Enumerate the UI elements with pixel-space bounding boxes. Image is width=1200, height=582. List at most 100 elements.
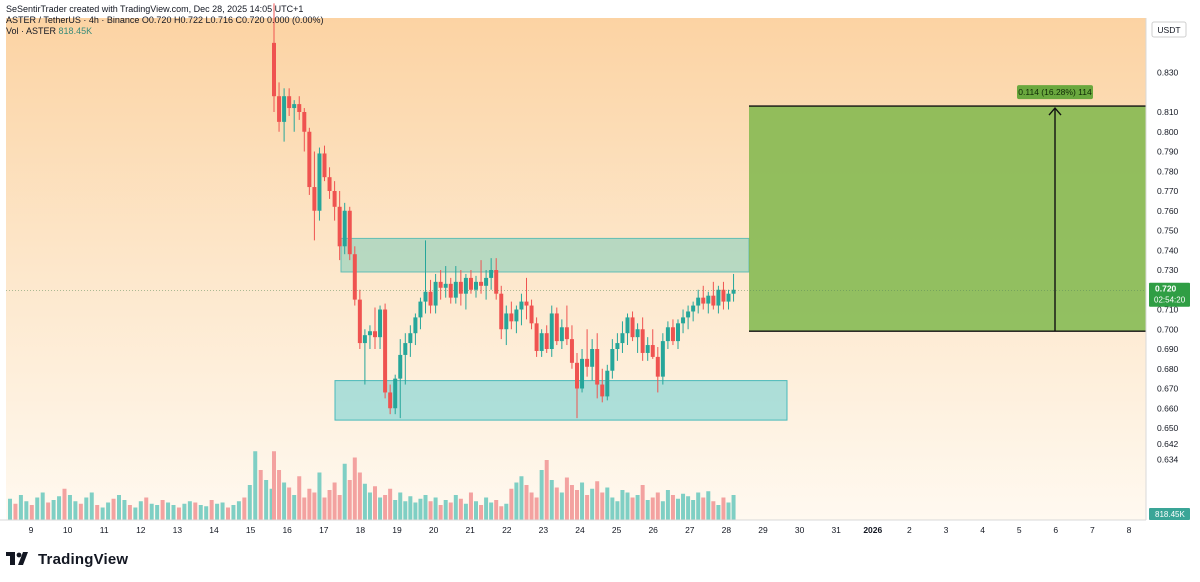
axis-layer: 0.830 0.810 0.800 0.790 0.780 0.770 0.760 0.750…	[0, 18, 1200, 542]
support-zone[interactable]	[334, 380, 788, 421]
candle	[474, 275, 478, 298]
volume-bar	[247, 485, 252, 520]
candle-body	[514, 309, 519, 322]
time-axis[interactable]	[0, 520, 1200, 542]
volume-bar	[144, 497, 149, 520]
volume-bar	[670, 495, 675, 520]
candle-body	[287, 96, 292, 109]
volume-bar	[585, 495, 590, 520]
volume-bar	[539, 470, 544, 520]
volume-bar	[625, 492, 630, 520]
volume-bar	[127, 505, 132, 520]
volume-bar	[357, 472, 362, 520]
candle	[367, 325, 372, 349]
candle	[277, 82, 282, 132]
volume-bar	[182, 503, 187, 520]
volume-bar	[362, 483, 367, 520]
volume-bar	[549, 480, 554, 520]
price-tick-label: 0.710	[1157, 305, 1179, 315]
time-tick-label: 26	[648, 525, 658, 535]
candle-body	[544, 333, 549, 349]
volume-bar	[686, 496, 691, 520]
volume-bar	[660, 501, 665, 520]
candle-body	[297, 104, 302, 112]
price-axis[interactable]	[1146, 18, 1200, 520]
volume-bar	[347, 480, 352, 520]
candle	[681, 309, 686, 334]
volume-bar	[62, 488, 67, 520]
candle-body	[282, 96, 287, 122]
price-tick-label: 0.810	[1157, 107, 1179, 117]
candle	[322, 145, 327, 182]
candle	[665, 321, 670, 349]
volume-bar	[564, 477, 569, 520]
candle	[413, 313, 418, 346]
volume-bar	[220, 502, 225, 520]
candle-body	[479, 281, 484, 286]
volume-bar	[327, 490, 332, 520]
volume-bar	[122, 500, 127, 520]
ohlc-values: O0.720 H0.722 L0.716 C0.720 0.000 (0.00%…	[141, 15, 324, 25]
volume-bar	[615, 501, 620, 520]
volume-bar	[117, 495, 121, 520]
currency-button[interactable]: USDT	[1151, 21, 1187, 38]
volume-bar	[209, 500, 214, 520]
volume-bar	[731, 495, 736, 520]
candle	[433, 273, 438, 314]
volume-bar	[398, 492, 403, 520]
candle-body	[494, 270, 499, 294]
candle-body	[423, 291, 428, 302]
volume-bar	[408, 496, 413, 520]
volume-bar	[236, 501, 241, 520]
candle	[701, 285, 706, 310]
volume-bar	[226, 507, 230, 520]
symbol-legend: ASTER / TetherUS · 4h · Binance O0.720 H…	[6, 15, 324, 26]
candle-body	[630, 317, 635, 338]
candle-body	[367, 331, 372, 336]
candle	[524, 277, 529, 320]
candle-body	[272, 42, 276, 97]
price-tick-label: 0.660	[1157, 403, 1179, 413]
time-tick-label: 17	[319, 525, 329, 535]
measure-label-box[interactable]	[1017, 85, 1093, 100]
volume-bar	[519, 476, 524, 520]
volume-bar	[198, 505, 203, 520]
candle	[504, 305, 509, 346]
candle	[615, 333, 620, 361]
volume-bar	[282, 482, 287, 520]
candle-body	[686, 311, 691, 318]
candle	[610, 339, 615, 379]
volume-bar	[645, 500, 650, 520]
candle	[580, 349, 585, 393]
volume-bar	[352, 457, 357, 520]
resistance-zone[interactable]	[340, 237, 750, 273]
symbol-line[interactable]: ASTER / TetherUS · 4h · Binance	[6, 15, 140, 25]
volume-bar	[554, 487, 559, 520]
candle	[398, 339, 403, 419]
volume-bar	[529, 492, 534, 520]
price-tick-label: 0.780	[1157, 166, 1179, 176]
price-tick-label: 0.800	[1157, 127, 1179, 137]
volume-bar	[484, 497, 489, 520]
candle-body	[383, 309, 388, 393]
volume-label[interactable]: Vol · ASTER	[6, 26, 57, 36]
candle-body	[696, 297, 701, 306]
price-tick-label: 0.750	[1157, 226, 1179, 236]
price-tick-label: 0.790	[1157, 147, 1179, 157]
volume-bar	[258, 470, 263, 520]
target-box[interactable]	[749, 106, 1147, 332]
candle-body	[580, 358, 585, 389]
time-tick-label: 19	[392, 525, 402, 535]
price-tick-label: 0.700	[1157, 324, 1179, 334]
volume-bar	[78, 503, 83, 520]
volume-bar	[388, 488, 393, 520]
candle-body	[640, 329, 645, 353]
volume-bar	[176, 507, 181, 520]
candle	[297, 96, 302, 120]
time-tick-label: 31	[831, 525, 841, 535]
candle-body	[635, 329, 640, 338]
candle	[479, 260, 484, 294]
volume-bar	[509, 488, 514, 520]
